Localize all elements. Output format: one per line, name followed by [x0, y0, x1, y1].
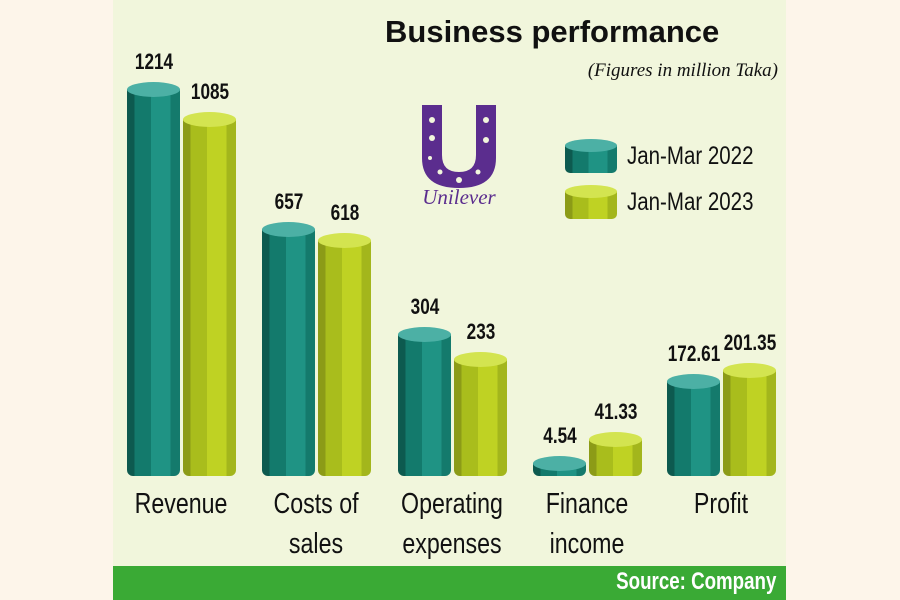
svg-text:Unilever: Unilever [422, 185, 496, 209]
data-label-1-1: 618 [330, 199, 360, 225]
unilever-logo: Unilever [422, 105, 497, 209]
bar-3-0 [533, 456, 586, 476]
data-label-4-0: 172.61 [667, 340, 721, 366]
data-label-3-1: 41.33 [594, 398, 638, 424]
category-label-2: Operating expenses [401, 488, 503, 560]
data-label-0-0: 1214 [134, 48, 174, 74]
legend-swatch-2023 [565, 185, 617, 219]
legend-label-2023: Jan-Mar 2023 [627, 187, 754, 216]
footer-band: Source: Company [113, 566, 786, 600]
bar-1-1 [318, 232, 371, 476]
category-label-3: Finance income [545, 488, 629, 560]
bar-4-1 [723, 363, 776, 476]
bar-2-0 [398, 327, 451, 476]
chart-title: Business performance [385, 14, 720, 49]
data-label-0-1: 1085 [190, 79, 230, 105]
bar-4-0 [667, 373, 720, 476]
data-label-4-1: 201.35 [723, 330, 777, 356]
legend-item-2022: Jan-Mar 2022 [565, 136, 781, 176]
chart-subtitle: (Figures in million Taka) [587, 60, 778, 81]
bar-0-0 [127, 81, 180, 476]
bar-0-1 [183, 112, 236, 476]
data-label-2-0: 304 [410, 294, 440, 320]
data-label-1-0: 657 [274, 188, 304, 214]
bar-3-1 [589, 431, 642, 476]
category-label-4: Profit [693, 488, 749, 520]
data-label-3-0: 4.54 [543, 423, 577, 449]
bar-2-1 [454, 351, 507, 476]
source-note: Source: Company [615, 568, 776, 595]
data-label-2-1: 233 [466, 318, 496, 344]
bar-1-0 [262, 221, 315, 476]
legend-label-2022: Jan-Mar 2022 [627, 141, 754, 170]
legend-item-2023: Jan-Mar 2023 [565, 182, 781, 222]
category-label-1: Costs of sales [273, 488, 359, 560]
category-label-0: Revenue [134, 488, 228, 520]
legend-swatch-2022 [565, 139, 617, 173]
